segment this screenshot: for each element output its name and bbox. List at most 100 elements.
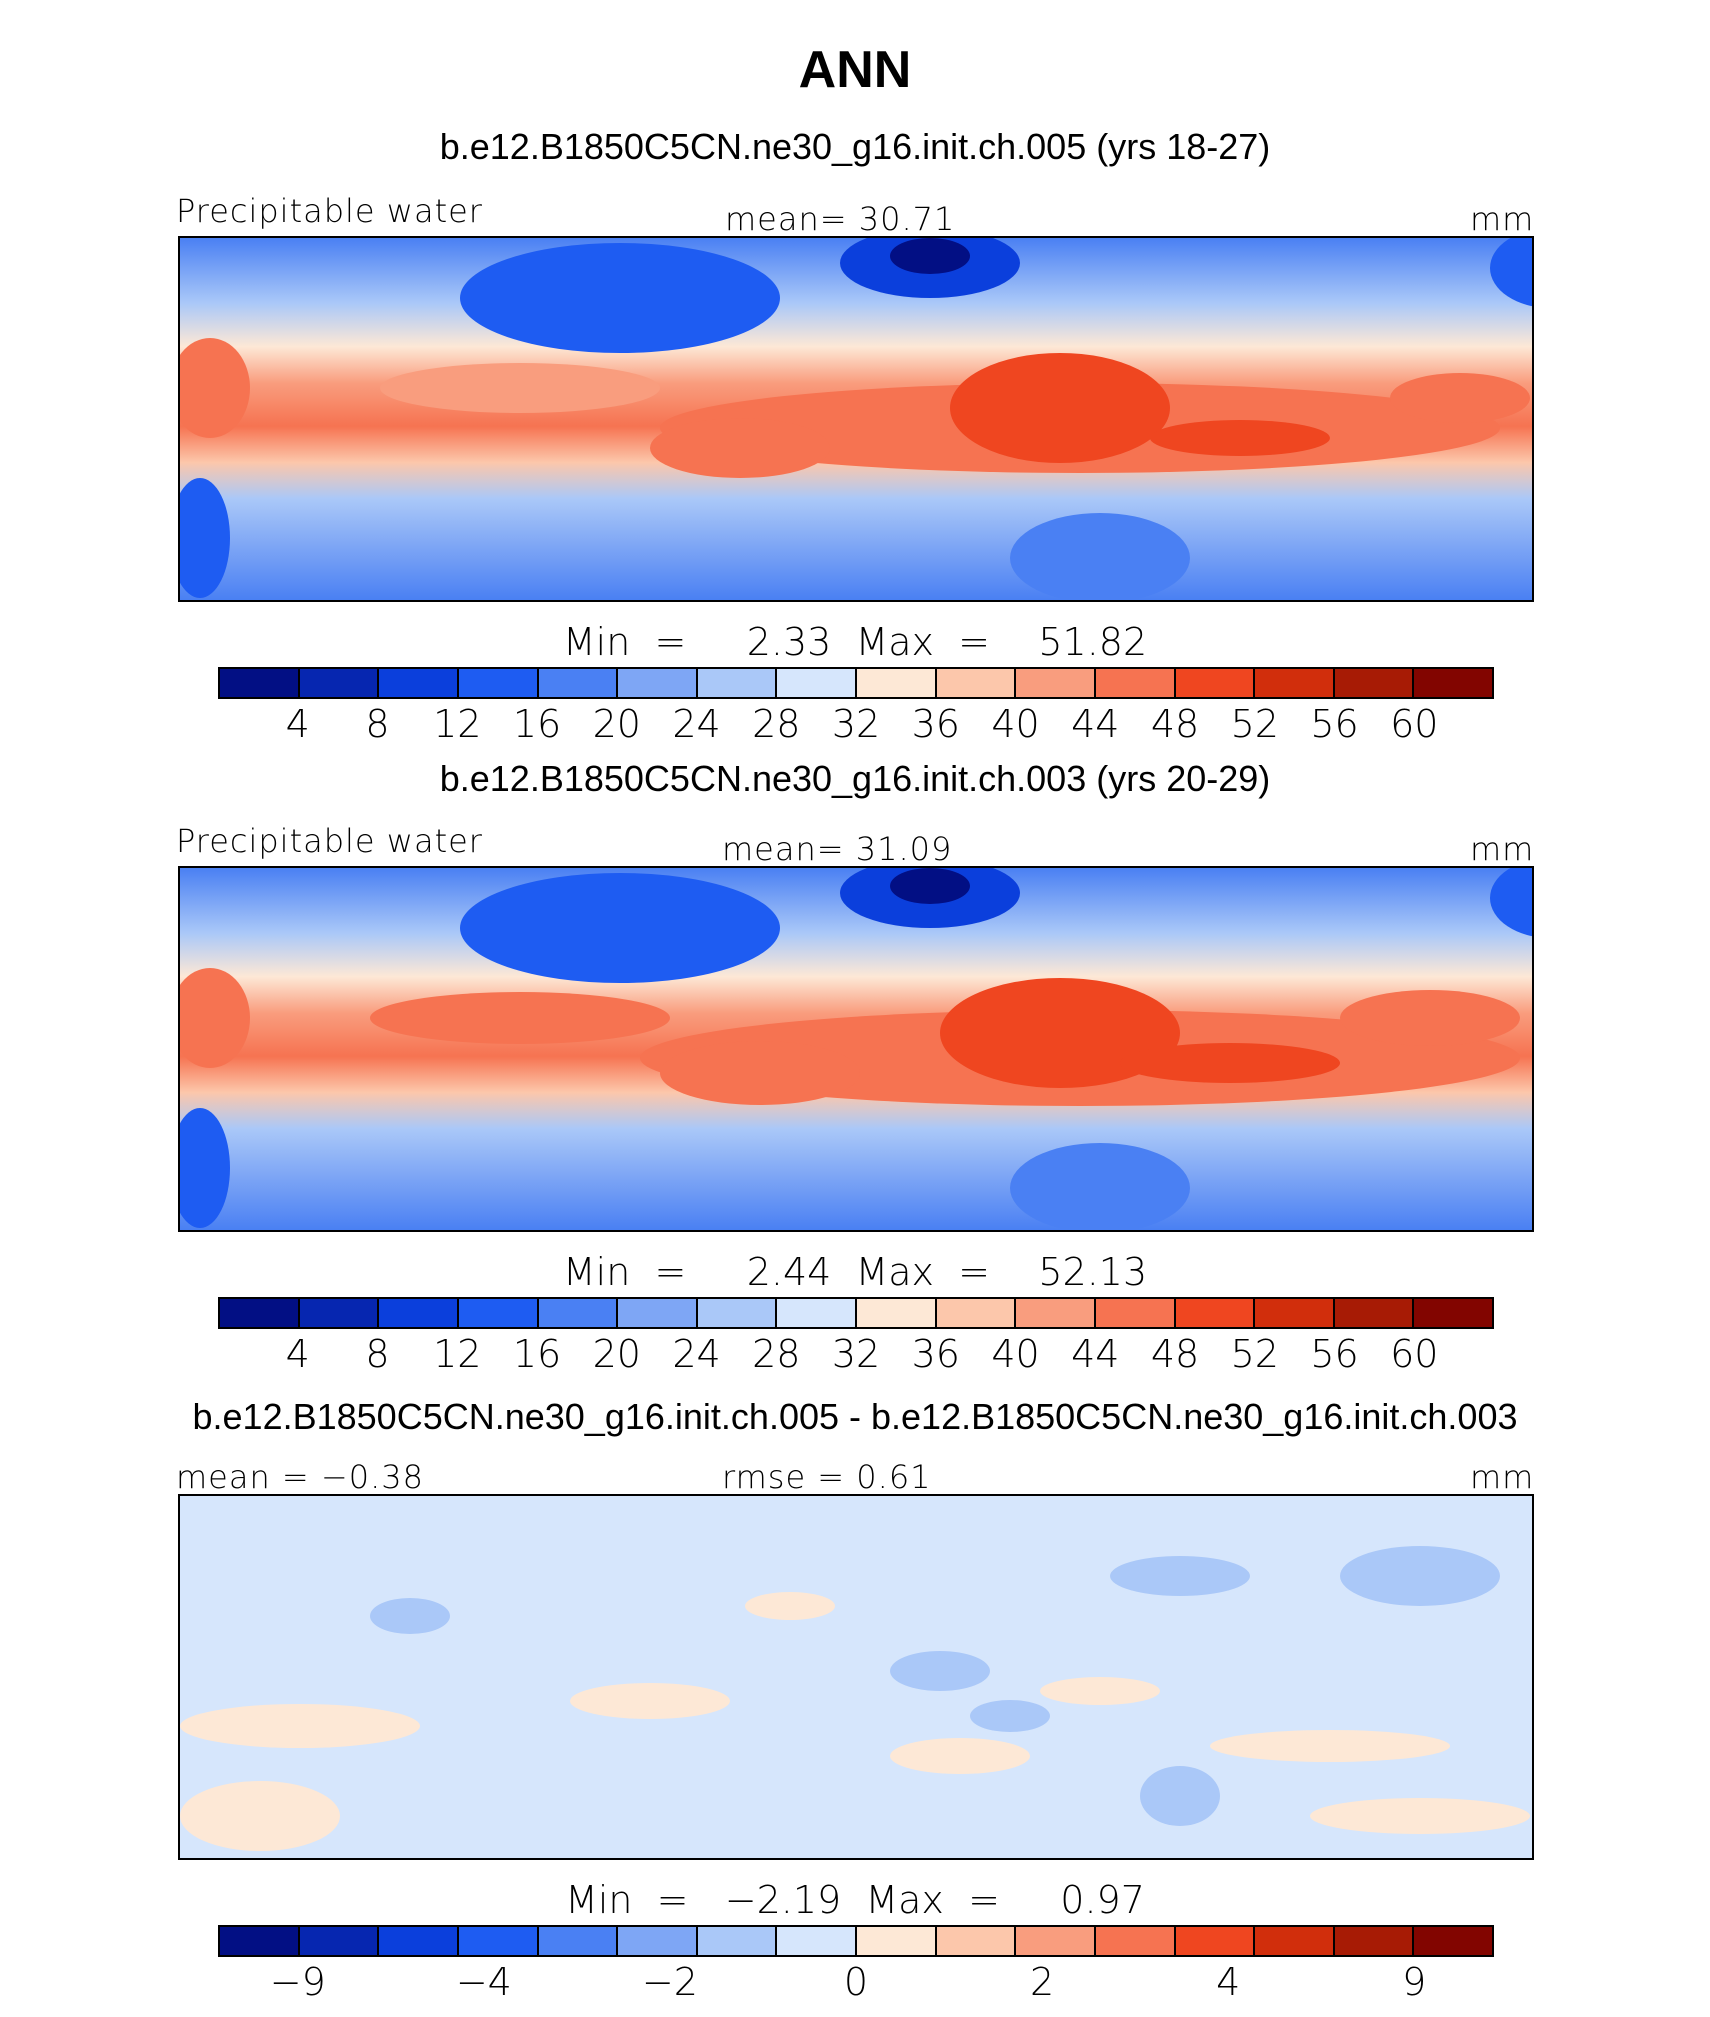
colorbar-cell — [618, 1299, 698, 1327]
colorbar-tick-label: 4 — [285, 702, 310, 746]
panel-3-map — [178, 1494, 1534, 1860]
colorbar-tick-label: 16 — [512, 1332, 562, 1376]
colorbar-tick-label: 36 — [911, 1332, 960, 1376]
colorbar-cell — [458, 1927, 539, 1955]
colorbar-cell — [1175, 1927, 1256, 1955]
colorbar-cell — [1095, 1299, 1176, 1327]
colorbar-tick-label: 32 — [831, 1332, 881, 1376]
colorbar-cell — [697, 1927, 778, 1955]
colorbar-cell — [458, 1299, 539, 1327]
colorbar-tick-label: 24 — [672, 1332, 721, 1376]
colorbar-tick-label: 20 — [592, 702, 641, 746]
colorbar-cell — [1255, 1927, 1335, 1955]
panel-2-colorbar-ticks: 4 8 12 16 20 24 28 32 36 40 44 48 52 56 60 — [218, 1332, 1494, 1376]
panel-1-minmax: Min = 2.33 Max = 51.82 — [562, 620, 1148, 664]
panel-3-field — [180, 1496, 1532, 1858]
colorbar-cell — [1175, 669, 1256, 697]
colorbar-cell — [1175, 1299, 1256, 1327]
colorbar-cell — [777, 1299, 857, 1327]
colorbar-cell — [618, 1927, 698, 1955]
colorbar-tick-label: 52 — [1230, 1332, 1279, 1376]
colorbar-tick-label: 12 — [433, 702, 482, 746]
panel-1-mean-label: mean= 30.71 — [725, 200, 956, 238]
colorbar-cell — [1414, 1927, 1492, 1955]
colorbar-cell — [299, 669, 380, 697]
colorbar-tick-label: 56 — [1310, 1332, 1359, 1376]
colorbar-tick-label: 28 — [752, 1332, 801, 1376]
colorbar-tick-label: 12 — [433, 1332, 482, 1376]
colorbar-tick-label: 36 — [911, 702, 960, 746]
colorbar-tick-label: 60 — [1390, 702, 1439, 746]
colorbar-cell — [220, 1927, 300, 1955]
colorbar-tick-label: 16 — [512, 702, 562, 746]
colorbar-cell — [299, 1299, 380, 1327]
colorbar-cell — [697, 669, 778, 697]
colorbar-tick-label: 60 — [1390, 1332, 1439, 1376]
colorbar-tick-label: 44 — [1071, 1332, 1120, 1376]
panel-2-variable-label: Precipitable water — [176, 822, 483, 860]
colorbar-cell — [1016, 669, 1096, 697]
colorbar-cell — [1334, 1927, 1415, 1955]
colorbar-tick-label: 56 — [1310, 702, 1359, 746]
colorbar-cell — [1334, 669, 1415, 697]
panel-2-map — [178, 866, 1534, 1232]
panel-2-field — [180, 868, 1532, 1230]
panel-2-units-label: mm — [1470, 830, 1535, 868]
panel-1-title: b.e12.B1850C5CN.ne30_g16.init.ch.005 (yr… — [439, 126, 1271, 167]
panel-3-title: b.e12.B1850C5CN.ne30_g16.init.ch.005 - b… — [192, 1396, 1518, 1437]
panel-2-minmax: Min = 2.44 Max = 52.13 — [562, 1250, 1148, 1294]
panel-1-units-label: mm — [1470, 200, 1535, 238]
colorbar-cell — [936, 669, 1017, 697]
colorbar-cell — [1414, 1299, 1492, 1327]
colorbar-cell — [857, 1927, 937, 1955]
colorbar-cell — [538, 1299, 619, 1327]
panel-1-field — [180, 238, 1532, 600]
colorbar-tick-label: 4 — [285, 1332, 310, 1376]
panel-1-map — [178, 236, 1534, 602]
colorbar-cell — [458, 669, 539, 697]
colorbar-tick-label: 48 — [1150, 1332, 1200, 1376]
colorbar-cell — [379, 669, 459, 697]
colorbar-cell — [857, 669, 937, 697]
colorbar-tick-label: 40 — [991, 702, 1040, 746]
panel-1-variable-label: Precipitable water — [176, 192, 483, 230]
panel-3-colorbar — [218, 1925, 1494, 1957]
colorbar-tick-label: 28 — [752, 702, 801, 746]
colorbar-cell — [1016, 1299, 1096, 1327]
colorbar-cell — [777, 1927, 857, 1955]
colorbar-cell — [220, 1299, 300, 1327]
colorbar-cell — [538, 1927, 619, 1955]
colorbar-cell — [1414, 669, 1492, 697]
colorbar-cell — [379, 1299, 459, 1327]
colorbar-tick-label: −9 — [269, 1960, 326, 2004]
colorbar-tick-label: 40 — [991, 1332, 1040, 1376]
colorbar-cell — [777, 669, 857, 697]
colorbar-cell — [1095, 1927, 1176, 1955]
colorbar-cell — [618, 669, 698, 697]
colorbar-tick-label: 9 — [1402, 1960, 1427, 2004]
colorbar-cell — [1095, 669, 1176, 697]
colorbar-cell — [1334, 1299, 1415, 1327]
colorbar-tick-label: 4 — [1216, 1960, 1241, 2004]
colorbar-cell — [379, 1927, 459, 1955]
colorbar-cell — [1255, 669, 1335, 697]
panel-2-title: b.e12.B1850C5CN.ne30_g16.init.ch.003 (yr… — [439, 758, 1271, 799]
panel-2-mean-label: mean= 31.09 — [722, 830, 953, 868]
colorbar-tick-label: 44 — [1071, 702, 1120, 746]
panel-3-mean-label: mean = −0.38 — [176, 1458, 424, 1496]
colorbar-tick-label: 2 — [1029, 1960, 1055, 2004]
panel-3-minmax: Min = −2.19 Max = 0.97 — [565, 1878, 1145, 1922]
colorbar-tick-label: 52 — [1230, 702, 1279, 746]
panel-2-colorbar — [218, 1297, 1494, 1329]
colorbar-cell — [936, 1299, 1017, 1327]
colorbar-tick-label: 8 — [365, 1332, 390, 1376]
colorbar-cell — [936, 1927, 1017, 1955]
panel-3-units-label: mm — [1470, 1458, 1535, 1496]
panel-3-colorbar-ticks: −9 −4 −2 0 2 4 9 — [218, 1960, 1494, 2004]
colorbar-cell — [220, 669, 300, 697]
colorbar-tick-label: −4 — [455, 1960, 512, 2004]
colorbar-tick-label: 24 — [672, 702, 721, 746]
colorbar-cell — [857, 1299, 937, 1327]
panel-1-colorbar — [218, 667, 1494, 699]
colorbar-tick-label: 8 — [365, 702, 390, 746]
